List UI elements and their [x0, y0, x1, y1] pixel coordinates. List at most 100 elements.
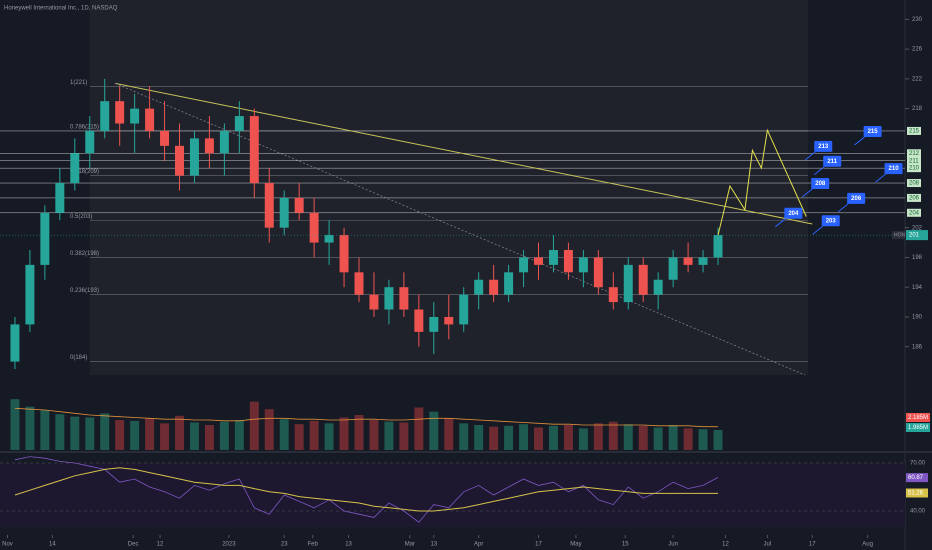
- candle-body: [234, 116, 244, 131]
- candle-body: [324, 235, 334, 243]
- fib-label: 0.5(203): [70, 214, 92, 220]
- candle-body: [713, 235, 723, 258]
- y-tick-label: 230: [912, 17, 923, 23]
- y-tick-label: 218: [912, 106, 923, 112]
- candle-body: [444, 316, 454, 325]
- x-tick-label: May: [570, 542, 581, 548]
- candle-body: [459, 294, 469, 325]
- level-box: [907, 126, 921, 135]
- volume-value-label: 1.985M: [908, 425, 928, 431]
- volume-bar: [339, 417, 349, 450]
- level-label: 212: [909, 151, 920, 157]
- candle-body: [698, 257, 708, 265]
- x-tick-label: 17: [809, 542, 816, 548]
- target-box: [811, 178, 830, 190]
- rsi-tick-label: 70.00: [910, 461, 926, 467]
- volume-bar: [504, 425, 514, 450]
- projection-path: [717, 128, 807, 236]
- candle-body: [130, 108, 140, 124]
- candle-body: [668, 257, 678, 280]
- candle-body: [504, 272, 514, 295]
- y-tick-label: 186: [912, 344, 923, 350]
- volume-bar: [653, 427, 663, 450]
- x-tick-label: Dec: [128, 542, 139, 548]
- candle-body: [10, 324, 20, 362]
- volume-bar: [354, 415, 364, 450]
- target-box: [863, 125, 882, 137]
- volume-bar: [623, 424, 633, 450]
- x-tick-label: 13: [430, 542, 437, 548]
- volume-bar: [384, 421, 394, 450]
- candle-body: [534, 257, 543, 265]
- candle-body: [279, 197, 289, 228]
- y-tick-label: 202: [912, 225, 923, 231]
- candle-body: [474, 279, 484, 295]
- volume-bar: [25, 406, 35, 450]
- candle-body: [489, 279, 499, 295]
- candle-body: [249, 116, 259, 184]
- volume-bar: [10, 399, 20, 450]
- candle-body: [100, 101, 110, 131]
- volume-bar: [369, 420, 379, 450]
- volume-bar: [189, 422, 199, 450]
- target-label: 204: [788, 211, 799, 217]
- target-pointer: [804, 151, 816, 161]
- x-tick-label: Apr: [474, 542, 483, 548]
- channel-line: [115, 83, 805, 376]
- target-pointer: [813, 166, 825, 176]
- volume-bar: [249, 401, 259, 450]
- candle-body: [264, 183, 274, 228]
- volume-bar: [204, 425, 214, 450]
- volume-bar: [638, 425, 648, 450]
- target-box: [821, 215, 840, 227]
- level-label: 210: [909, 166, 920, 172]
- volume-bar: [608, 421, 618, 450]
- candle-body: [204, 138, 214, 154]
- volume-bar: [399, 422, 409, 450]
- candle-body: [638, 264, 648, 295]
- x-tick-label: 23: [281, 542, 288, 548]
- volume-bar: [563, 425, 573, 450]
- volume-bar: [55, 414, 65, 450]
- volume-value-label: 2.185M: [908, 415, 928, 421]
- last-price-label: 201: [909, 233, 920, 239]
- rsi-tick-label: 40.00: [910, 509, 926, 515]
- volume-bar: [593, 423, 603, 450]
- volume-bar: [160, 423, 170, 450]
- candle-body: [548, 250, 558, 265]
- candle-body: [429, 316, 439, 332]
- level-box: [907, 156, 921, 165]
- target-label: 215: [868, 129, 879, 135]
- rsi-band: [0, 463, 905, 527]
- target-pointer: [875, 173, 886, 183]
- fib-label: 0.236(193): [70, 288, 99, 294]
- candle-body: [175, 145, 184, 176]
- candle-body: [399, 287, 409, 310]
- candle-body: [145, 108, 155, 131]
- candle-body: [653, 279, 663, 295]
- candle-body: [40, 212, 50, 265]
- target-label: 208: [815, 181, 826, 187]
- x-tick-label: Jun: [668, 542, 678, 548]
- rsi-value-box: [906, 473, 928, 483]
- level-label: 204: [909, 210, 920, 216]
- fib-label: 0.786(215): [70, 125, 99, 131]
- y-tick-label: 226: [912, 47, 923, 53]
- ticker-label: HON: [894, 232, 906, 238]
- volume-bar: [414, 407, 424, 450]
- last-price-box: [906, 230, 928, 241]
- volume-bar: [294, 424, 304, 450]
- level-box: [907, 193, 921, 202]
- candle-body: [25, 264, 35, 325]
- candle-body: [339, 235, 349, 273]
- candle-body: [354, 272, 364, 295]
- volume-bar: [264, 409, 274, 450]
- volume-value-box: [906, 413, 930, 422]
- target-box: [784, 207, 803, 219]
- volume-value-box: [906, 423, 930, 432]
- x-tick-label: Aug: [862, 542, 873, 548]
- volume-bar: [459, 423, 469, 450]
- volume-bar: [279, 419, 289, 450]
- rsi-ma: [14, 467, 719, 512]
